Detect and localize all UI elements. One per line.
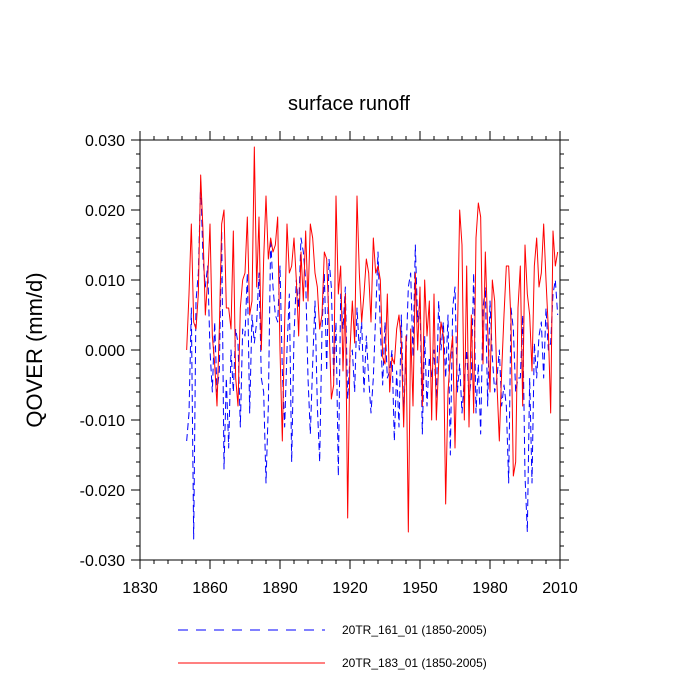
x-tick-label: 1890 xyxy=(262,580,298,597)
y-tick-label: 0.010 xyxy=(85,273,125,290)
y-tick-label: -0.030 xyxy=(80,553,125,570)
x-tick-label: 1860 xyxy=(192,580,228,597)
legend-label-series-1: 20TR_161_01 (1850-2005) xyxy=(342,623,487,637)
series-layer xyxy=(186,146,559,540)
x-tick-label: 1950 xyxy=(402,580,438,597)
series-line-1 xyxy=(186,181,559,540)
y-tick-label: 0.030 xyxy=(85,133,125,150)
x-tick-label: 1830 xyxy=(122,580,158,597)
chart-title: surface runoff xyxy=(288,93,410,115)
series-line-2 xyxy=(186,146,559,533)
y-axis-label: QOVER (mm/d) xyxy=(22,272,47,427)
y-tick-label: 0.020 xyxy=(85,203,125,220)
legend-label-series-2: 20TR_183_01 (1850-2005) xyxy=(342,656,487,670)
ticks-layer xyxy=(131,131,569,569)
y-tick-label: 0.000 xyxy=(85,343,125,360)
y-tick-label: -0.020 xyxy=(80,483,125,500)
x-tick-labels: 1830 1860 1890 1920 1950 1980 2010 xyxy=(122,580,578,597)
x-tick-label: 2010 xyxy=(542,580,578,597)
y-tick-label: -0.010 xyxy=(80,413,125,430)
legend: 20TR_161_01 (1850-2005) 20TR_183_01 (185… xyxy=(178,623,487,670)
x-tick-label: 1920 xyxy=(332,580,368,597)
y-tick-labels: -0.030 -0.020 -0.010 0.000 0.010 0.020 0… xyxy=(80,133,125,570)
x-tick-label: 1980 xyxy=(472,580,508,597)
